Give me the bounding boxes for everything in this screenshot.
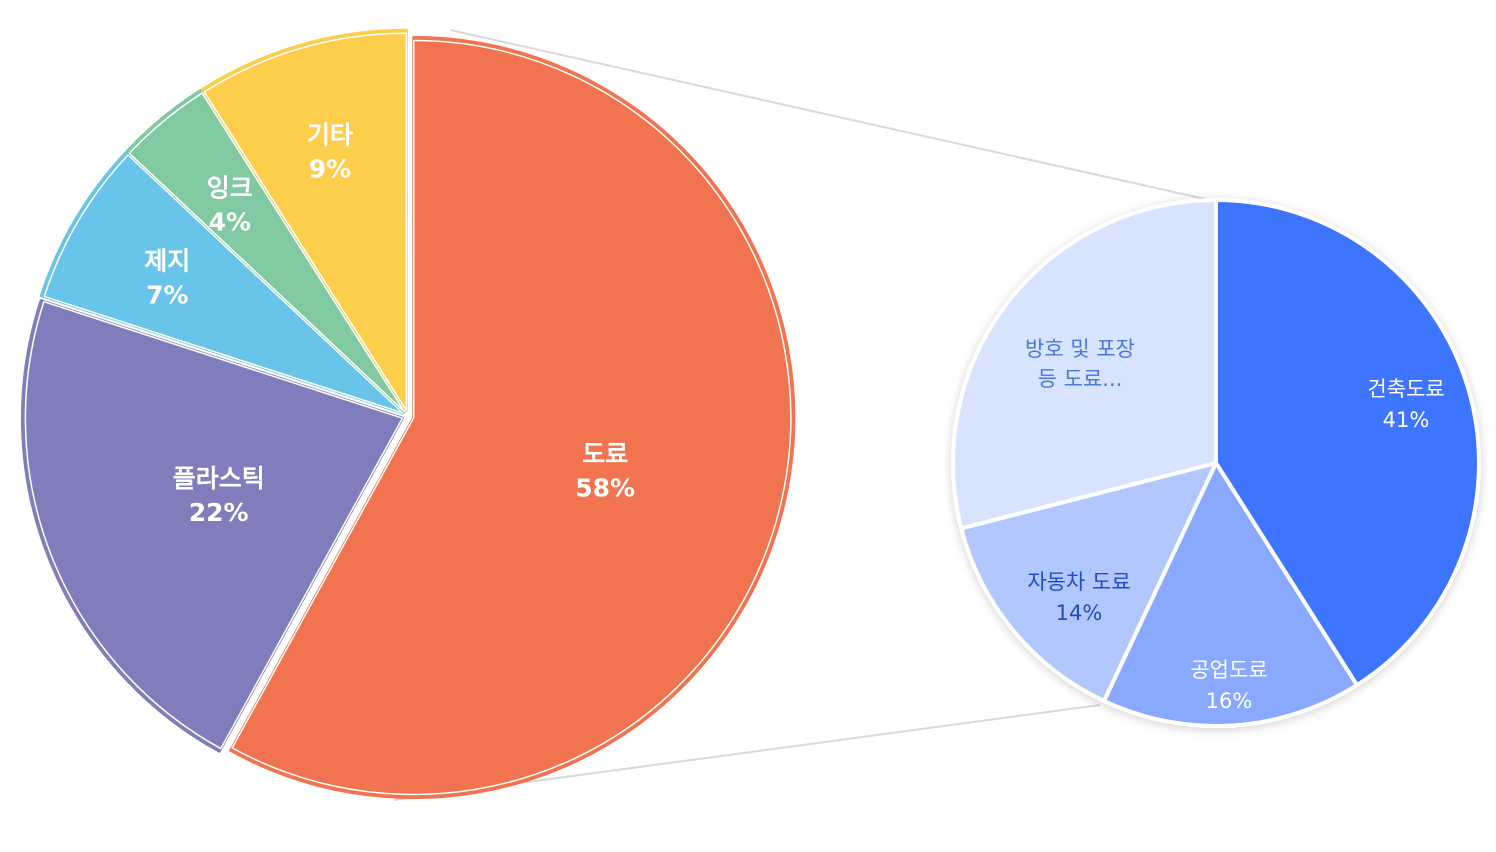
main-slice-잉크[interactable] (125, 89, 406, 413)
sub-slice-pct-공업도료: 16% (1206, 689, 1253, 713)
main-slice-pct-잉크: 4% (209, 208, 251, 237)
sub-slice-pct-건축도료: 41% (1383, 408, 1430, 432)
secondary-pie-labels: 건축도료 41% 공업도료 16% 자동차 도료 14% 방호 및 포장 등 도료... (1025, 337, 1445, 713)
main-slice-pct-플라스틱: 22% (189, 498, 249, 527)
connector-line-top (449, 29, 1215, 202)
main-slice-제지[interactable] (39, 151, 405, 415)
main-slice-label-제지: 제지 (144, 247, 190, 276)
secondary-pie (950, 198, 1481, 728)
main-slice-label-도료: 도료 (582, 440, 628, 469)
sub-slice-공업도료[interactable] (1102, 461, 1359, 728)
sub-slice-label-자동차-도료: 자동차 도료 (1027, 570, 1130, 594)
sub-slice-label-방호-및-포장-등-도료: 방호 및 포장 등 도료... (1025, 337, 1135, 391)
main-slice-label-기타: 기타 (307, 121, 353, 150)
main-slice-플라스틱[interactable] (21, 299, 404, 753)
sub-slice-label-건축도료: 건축도료 (1367, 377, 1444, 401)
main-slice-label-플라스틱: 플라스틱 (173, 464, 265, 493)
sub-slice-pct-자동차-도료: 14% (1056, 601, 1103, 625)
main-pie (21, 28, 796, 799)
main-slice-label-잉크: 잉크 (207, 174, 253, 203)
sub-slice-label-공업도료: 공업도료 (1190, 658, 1267, 682)
main-slice-pct-제지: 7% (146, 281, 188, 310)
main-slice-기타[interactable] (201, 28, 408, 412)
main-slice-pct-도료: 58% (575, 474, 635, 503)
main-slice-pct-기타: 9% (309, 155, 351, 184)
sub-slice-방호-및-포장-등-도료[interactable] (950, 198, 1218, 531)
main-pie-labels: 도료 58% 플라스틱 22% 제지 7% 잉크 4% 기타 9% (144, 121, 635, 528)
sub-slice-자동차-도료[interactable] (959, 461, 1218, 703)
main-slice-도료[interactable] (229, 35, 796, 799)
